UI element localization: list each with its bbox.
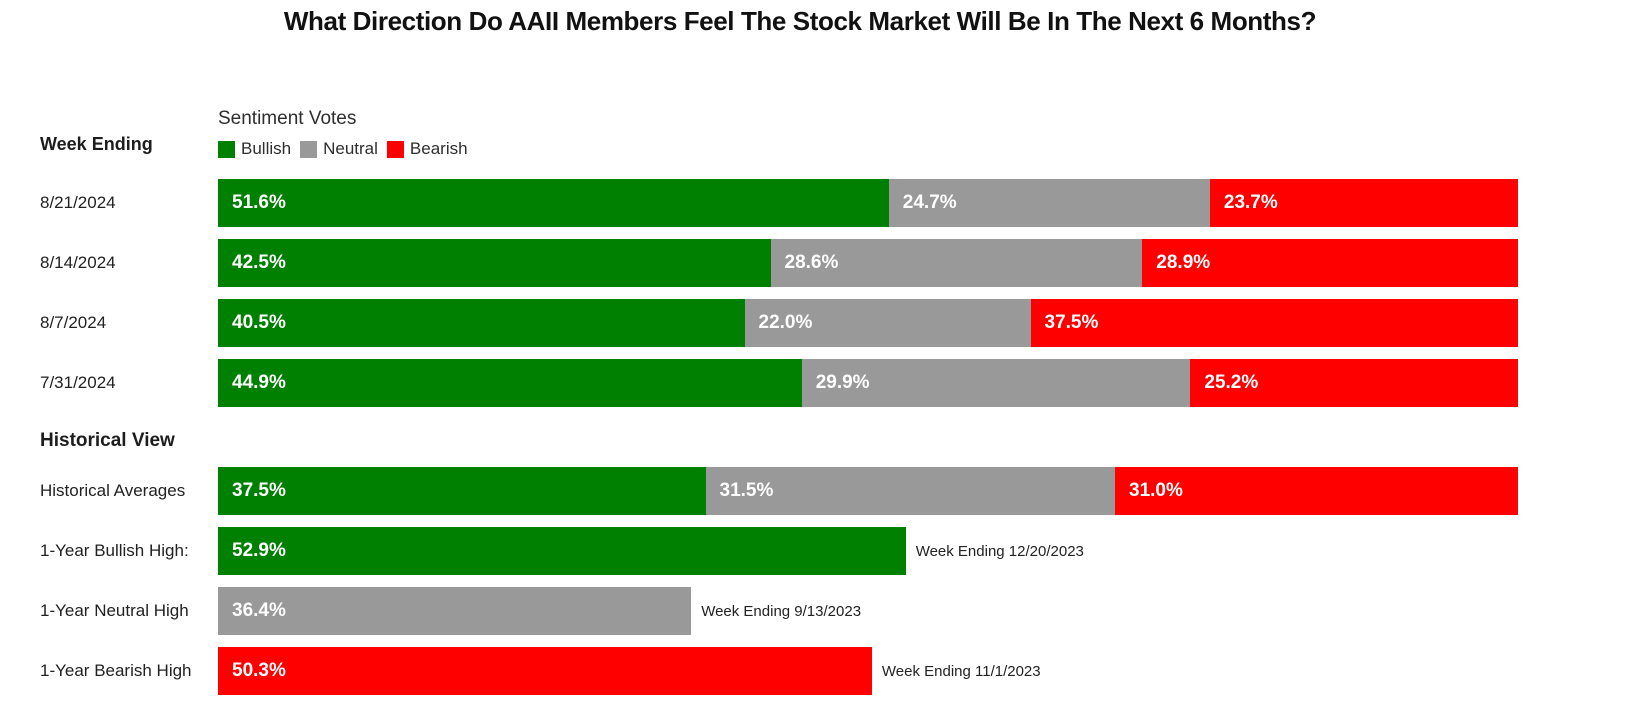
row-label: Historical Averages (40, 481, 186, 500)
neutral-bar-segment: 36.4% (218, 587, 692, 635)
bearish-bar-segment: 37.5% (1030, 299, 1518, 347)
percent-label: 37.5% (232, 480, 286, 501)
row-label: 1-Year Neutral High (40, 601, 189, 620)
bar-track: 51.6% 24.7% 23.7% (218, 179, 1518, 227)
neutral-bar-segment: 28.6% (770, 239, 1143, 287)
neutral-bar-segment: 29.9% (801, 359, 1191, 407)
bearish-bar-segment: 31.0% (1115, 467, 1518, 515)
percent-label: 40.5% (232, 312, 286, 333)
percent-label: 24.7% (902, 192, 957, 213)
bearish-bar-segment: 23.7% (1209, 179, 1518, 227)
bar-track: 42.5% 28.6% 28.9% (218, 239, 1518, 287)
percent-label: 31.5% (719, 480, 774, 501)
percent-label: 37.5% (1044, 312, 1099, 333)
percent-label: 52.9% (232, 540, 286, 561)
neutral-bar-segment: 24.7% (888, 179, 1210, 227)
legend-items: Bullish Neutral Bearish (218, 139, 468, 159)
bearish-bar-segment: 25.2% (1190, 359, 1518, 407)
bullish-legend-swatch-icon (218, 140, 235, 158)
percent-label: 22.0% (758, 312, 813, 333)
percent-label: 28.9% (1156, 252, 1211, 273)
percent-label: 50.3% (232, 660, 286, 681)
bearish-bar-segment: 50.3% (218, 647, 872, 695)
bullish-bar-segment: 52.9% (218, 527, 906, 575)
legend-title: Sentiment Votes (218, 108, 357, 129)
row-label: 1-Year Bullish High: (40, 541, 189, 560)
historical-view-heading: Historical View (40, 430, 175, 451)
legend: Sentiment Votes Bullish Neutral Bearish (218, 108, 468, 159)
percent-label: 42.5% (232, 252, 286, 273)
bar-track: 36.4% (218, 587, 1518, 635)
legend-item-bullish: Bullish (218, 139, 291, 159)
row-label: 8/7/2024 (40, 313, 107, 332)
percent-label: 28.6% (784, 252, 839, 273)
percent-label: 36.4% (232, 600, 286, 621)
bar-track: 52.9% (218, 527, 1518, 575)
neutral-bar-segment: 31.5% (705, 467, 1115, 515)
legend-item-label: Neutral (323, 139, 378, 158)
bar-track: 37.5% 31.5% 31.0% (218, 467, 1518, 515)
bullish-bar-segment: 37.5% (218, 467, 706, 515)
percent-label: 25.2% (1204, 372, 1259, 393)
neutral-legend-swatch-icon (300, 140, 318, 158)
week-ending-annotation: Week Ending 11/1/2023 (881, 662, 1041, 680)
row-label: 1-Year Bearish High (40, 661, 192, 680)
legend-item-bearish: Bearish (386, 139, 468, 159)
week-ending-column-header: Week Ending (40, 134, 153, 154)
bearish-bar-segment: 28.9% (1142, 239, 1518, 287)
bearish-legend-swatch-icon (386, 140, 404, 158)
row-label: 7/31/2024 (40, 373, 116, 392)
percent-label: 51.6% (232, 192, 286, 213)
legend-item-label: Bullish (241, 139, 292, 158)
legend-item-neutral: Neutral (300, 139, 378, 159)
bullish-bar-segment: 44.9% (218, 359, 802, 407)
chart-title: What Direction Do AAII Members Feel The … (283, 6, 1317, 36)
week-ending-annotation: Week Ending 12/20/2023 (915, 542, 1084, 560)
bullish-bar-segment: 42.5% (218, 239, 771, 287)
bullish-bar-segment: 40.5% (218, 299, 745, 347)
legend-item-label: Bearish (409, 139, 468, 158)
bar-track: 40.5% 22.0% 37.5% (218, 299, 1518, 347)
percent-label: 23.7% (1223, 192, 1278, 213)
bar-track: 50.3% (218, 647, 1518, 695)
percent-label: 44.9% (232, 372, 286, 393)
row-label: 8/14/2024 (40, 253, 116, 272)
bar-track: 44.9% 29.9% 25.2% (218, 359, 1518, 407)
percent-label: 29.9% (815, 372, 870, 393)
row-label: 8/21/2024 (40, 193, 116, 212)
neutral-bar-segment: 22.0% (744, 299, 1031, 347)
bullish-bar-segment: 51.6% (218, 179, 889, 227)
week-ending-annotation: Week Ending 9/13/2023 (701, 602, 862, 620)
percent-label: 31.0% (1129, 480, 1183, 501)
